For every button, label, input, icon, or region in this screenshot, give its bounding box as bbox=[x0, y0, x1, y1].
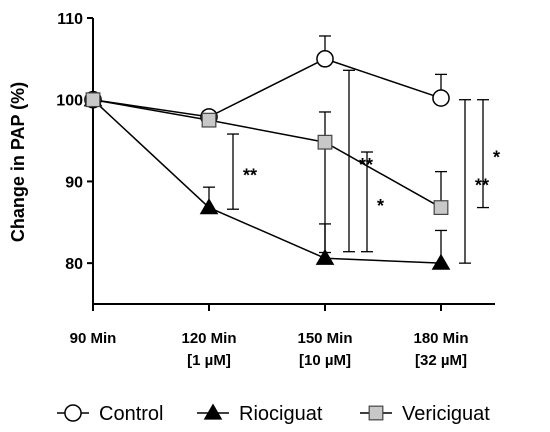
chart-axes bbox=[92, 18, 495, 305]
data-point bbox=[432, 89, 450, 107]
y-ticks: 80 90 100 110 bbox=[56, 11, 93, 273]
x-tick-label: 120 Min bbox=[181, 330, 236, 347]
y-tick-label: 80 bbox=[65, 256, 83, 273]
significance-bracket: ** bbox=[459, 99, 489, 264]
legend-label: Control bbox=[99, 403, 163, 425]
legend-label: Riociguat bbox=[239, 403, 323, 425]
legend-marker bbox=[64, 404, 82, 422]
x-ticks: 90 Min 120 Min [1 µM] 150 Min [10 µM] 180 Min… bbox=[70, 304, 469, 369]
significance-annotations: ******** bbox=[227, 69, 500, 264]
data-point bbox=[315, 248, 335, 265]
significance-bracket: * bbox=[361, 151, 384, 253]
significance-bracket: ** bbox=[227, 133, 257, 210]
legend-marker bbox=[203, 403, 223, 420]
data-point bbox=[431, 253, 451, 270]
y-axis-label: Change in PAP (%) bbox=[8, 82, 28, 242]
significance-label: * bbox=[377, 196, 384, 216]
data-point bbox=[433, 200, 449, 216]
significance-bracket: ** bbox=[343, 69, 373, 253]
legend-label: Vericiguat bbox=[402, 403, 490, 425]
x-tick-label: 90 Min bbox=[70, 330, 117, 347]
y-tick-label: 100 bbox=[56, 93, 83, 110]
legend-item-riociguat: Riociguat bbox=[197, 403, 323, 425]
series-line bbox=[92, 58, 442, 118]
legend-item-vericiguat: Vericiguat bbox=[360, 403, 490, 425]
series-line bbox=[92, 99, 442, 264]
legend-marker bbox=[368, 405, 384, 421]
series-riociguat bbox=[83, 90, 451, 270]
x-tick-label: [10 µM] bbox=[299, 352, 351, 369]
series-line bbox=[92, 98, 442, 209]
data-point bbox=[316, 50, 334, 68]
significance-label: ** bbox=[475, 175, 489, 195]
series-vericiguat bbox=[85, 92, 449, 254]
y-tick-label: 90 bbox=[65, 174, 83, 191]
x-tick-label: 180 Min bbox=[413, 330, 468, 347]
data-point bbox=[85, 92, 101, 108]
significance-label: ** bbox=[243, 166, 257, 186]
legend-item-control: Control bbox=[57, 403, 163, 425]
x-tick-label: [1 µM] bbox=[187, 352, 231, 369]
x-tick-label: 150 Min bbox=[297, 330, 352, 347]
significance-label: ** bbox=[359, 155, 373, 175]
significance-label: * bbox=[493, 148, 500, 168]
data-point bbox=[317, 134, 333, 150]
series-control bbox=[84, 35, 450, 126]
significance-bracket: * bbox=[477, 99, 500, 209]
series-group bbox=[83, 35, 451, 270]
data-point bbox=[199, 198, 219, 215]
data-point bbox=[201, 112, 217, 128]
x-tick-label: [32 µM] bbox=[415, 352, 467, 369]
legend: Control Riociguat Vericiguat bbox=[57, 403, 490, 425]
y-tick-label: 110 bbox=[57, 11, 83, 28]
